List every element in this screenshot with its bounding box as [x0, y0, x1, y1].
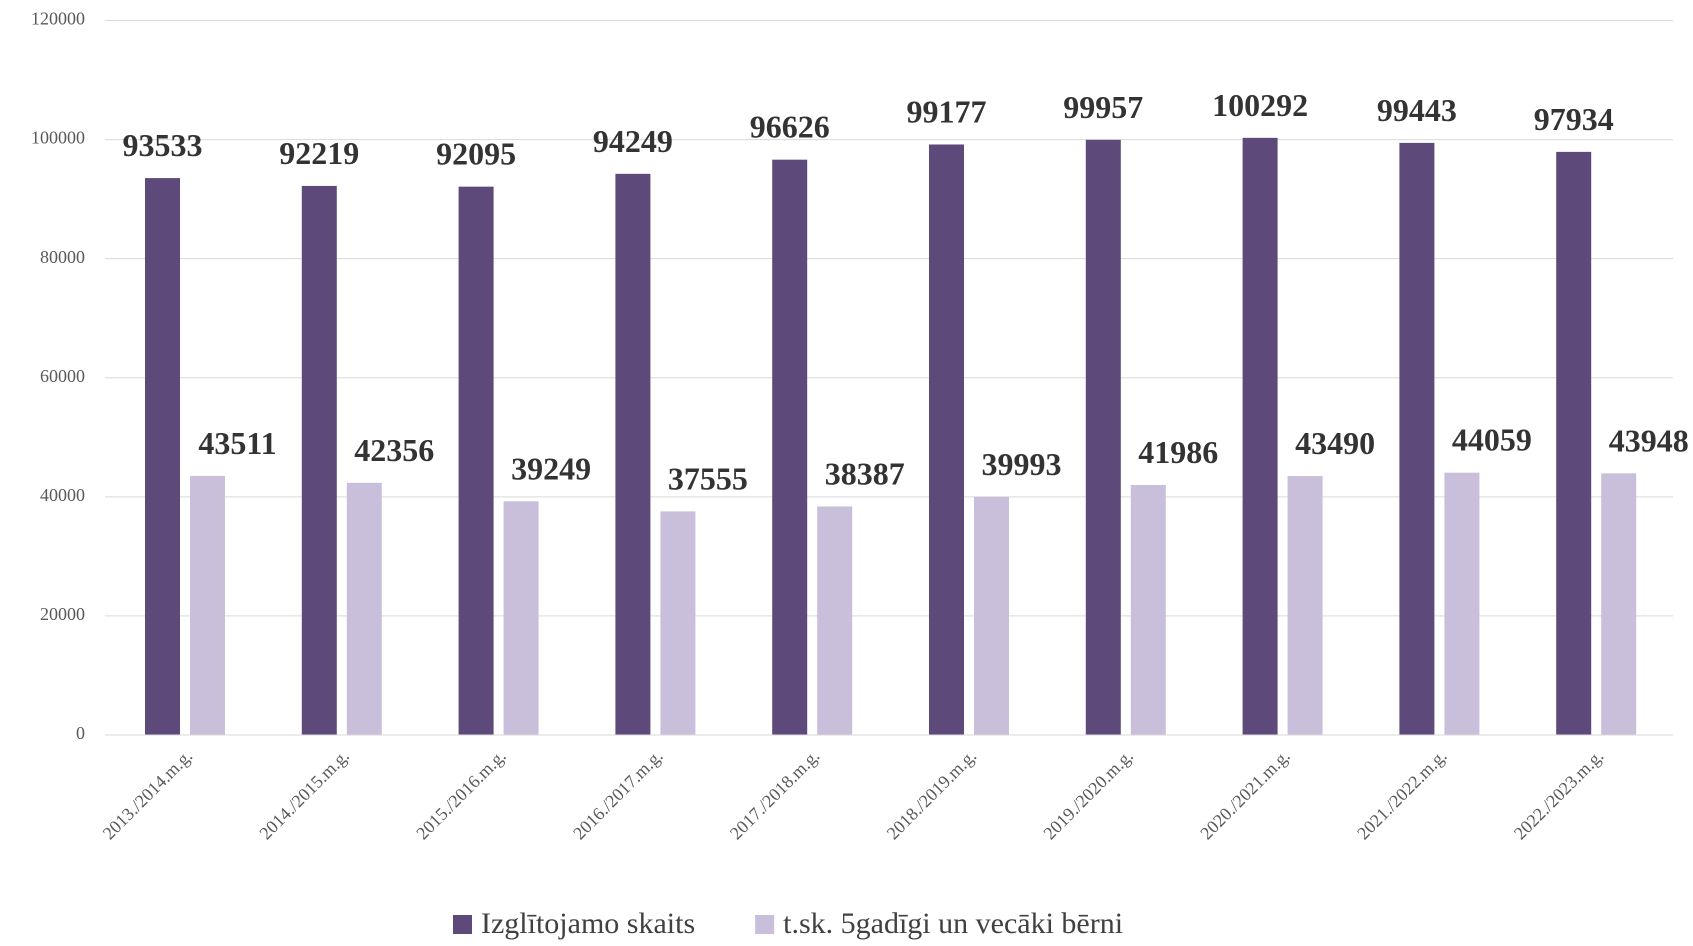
y-tick-label: 60000 [40, 366, 85, 386]
data-label: 100292 [1212, 87, 1308, 123]
bar [1242, 137, 1278, 735]
y-tick-label: 80000 [40, 247, 85, 267]
data-label: 97934 [1534, 101, 1614, 137]
bar [503, 501, 539, 735]
legend-label: t.sk. 5gadīgi un vecāki bērni [783, 907, 1123, 940]
bar [817, 506, 853, 735]
x-tick-label: 2021./2022.m.g. [1353, 746, 1451, 844]
bar [615, 173, 651, 735]
x-tick-label: 2018./2019.m.g. [883, 746, 981, 844]
y-tick-label: 100000 [31, 128, 85, 148]
data-label: 43511 [198, 425, 276, 461]
bar [458, 186, 494, 736]
data-label: 99443 [1377, 92, 1457, 128]
bar [346, 482, 382, 735]
bar [660, 511, 696, 735]
bar [145, 178, 180, 735]
y-tick-label: 120000 [31, 9, 85, 29]
x-tick-label: 2017./2018.m.g. [726, 746, 824, 844]
x-tick-label: 2019./2020.m.g. [1039, 746, 1137, 844]
bar [974, 496, 1009, 735]
y-tick-label: 0 [76, 723, 85, 743]
bar [190, 475, 225, 735]
data-label: 99957 [1063, 89, 1143, 125]
x-tick-label: 2015./2016.m.g. [412, 746, 510, 844]
data-label: 42356 [354, 432, 434, 468]
data-label: 43490 [1295, 425, 1375, 461]
x-tick-label: 2013./2014.m.g. [99, 746, 197, 844]
x-tick-label: 2014./2015.m.g. [255, 746, 353, 844]
bar [1085, 139, 1121, 735]
data-label: 44059 [1452, 422, 1532, 458]
data-label: 37555 [668, 460, 748, 496]
data-label: 93533 [123, 127, 203, 163]
bar [1556, 151, 1592, 735]
legend-swatch [755, 915, 775, 934]
data-label: 92219 [279, 135, 359, 171]
bar [1130, 485, 1166, 735]
bar [929, 144, 964, 735]
legend-label: Izglītojamo skaits [481, 907, 695, 940]
data-label: 39249 [511, 450, 591, 486]
y-tick-label: 20000 [40, 604, 85, 624]
data-label: 39993 [982, 446, 1062, 482]
data-label: 96626 [750, 109, 830, 145]
bar [1399, 142, 1435, 736]
bar [1601, 473, 1637, 735]
data-label: 41986 [1138, 434, 1218, 470]
data-label: 43948 [1609, 422, 1689, 458]
data-label: 38387 [825, 455, 905, 491]
legend-swatch [453, 915, 472, 934]
data-label: 92095 [436, 136, 516, 172]
bar [1444, 472, 1480, 735]
data-label: 94249 [593, 123, 673, 159]
x-tick-label: 2016./2017.m.g. [569, 746, 667, 844]
x-tick-label: 2022./2023.m.g. [1510, 746, 1608, 844]
x-tick-label: 2020./2021.m.g. [1196, 746, 1294, 844]
y-tick-label: 40000 [40, 485, 85, 505]
data-label: 99177 [907, 93, 987, 129]
bar [301, 185, 337, 735]
bar [772, 159, 808, 735]
bar [1287, 476, 1323, 735]
